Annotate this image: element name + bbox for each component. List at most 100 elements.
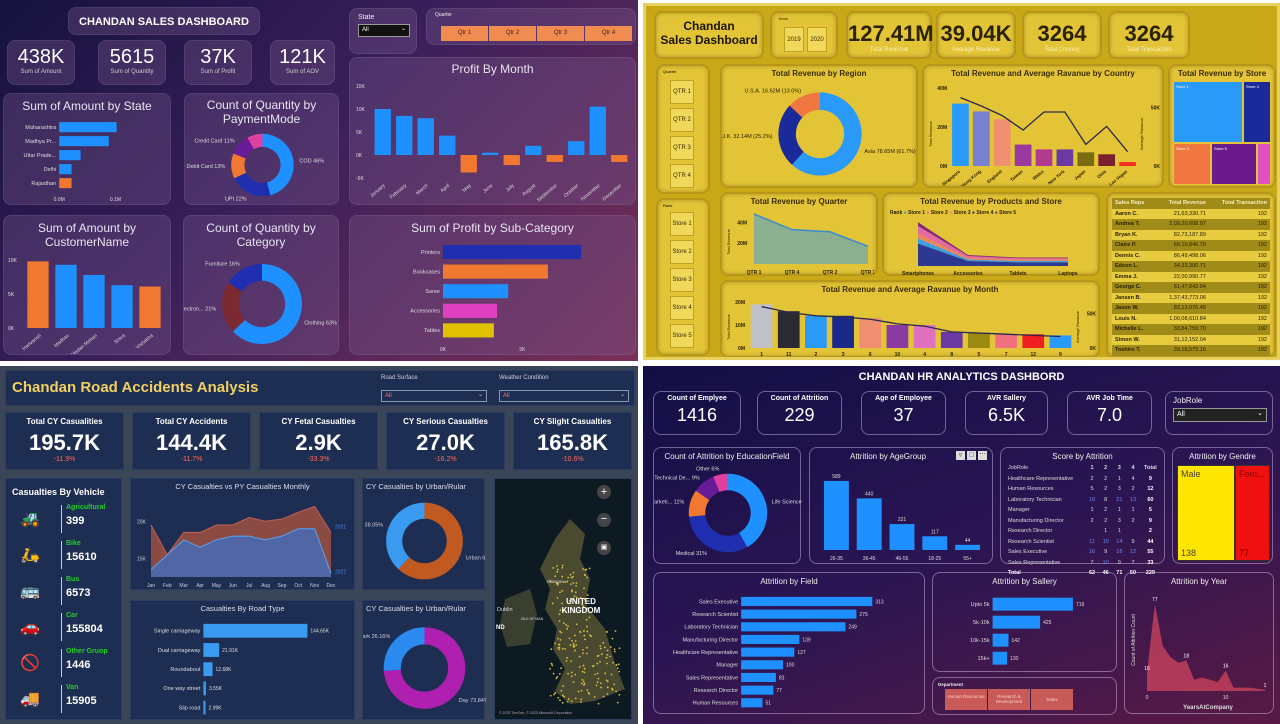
year-2019-button[interactable]: 2019 (784, 27, 804, 52)
table-row[interactable]: George C. 61,47,842.04 192 (1112, 282, 1270, 293)
more-options-icon[interactable]: ⋯ (978, 451, 987, 460)
store3-button[interactable]: Store 3 (670, 268, 694, 292)
table-row[interactable]: Jason W. 83,13,076.45 192 (1112, 303, 1270, 314)
value-label: 142 (1011, 638, 1020, 644)
bar (1015, 145, 1032, 166)
value-label: 589 (832, 474, 841, 480)
table-cell: 192 (1209, 293, 1270, 304)
category-label: 10k-15k (970, 638, 990, 644)
dropdown-value: All (362, 27, 369, 33)
store1-button[interactable]: Store 1 (670, 212, 694, 236)
category-label: Mar (179, 583, 188, 589)
focus-mode-icon[interactable]: □ (967, 451, 976, 460)
map[interactable]: UNITED KINGDOM Glasgow Dublin ISLE OF MA… (494, 478, 632, 720)
filter-icon[interactable]: ▿ (956, 451, 965, 460)
store4-button[interactable]: Store 4 (670, 296, 694, 320)
road-surface-dropdown[interactable]: All ⌄ (381, 390, 487, 402)
table-row[interactable]: Dennis C. 86,49,498.06 192 (1112, 251, 1270, 262)
table-row[interactable]: Emma J. 22,00,990.77 192 (1112, 272, 1270, 283)
category-label: 11 (786, 352, 792, 358)
table-row[interactable]: Aaron C. 21,63,330.71 192 (1112, 209, 1270, 220)
qtr3-button[interactable]: QTR 3 (670, 136, 694, 160)
tick-label: 0K (356, 153, 363, 159)
kpi-label: Total Revenue (848, 47, 930, 53)
qtr4-button[interactable]: Qtr 4 (585, 26, 632, 41)
category-label: November (580, 183, 602, 203)
bar (805, 316, 827, 348)
accident-dot (606, 657, 608, 659)
table-cell: Michelle L. (1112, 324, 1154, 335)
qtr2-button[interactable]: Qtr 2 (489, 26, 536, 41)
accident-dot (553, 673, 555, 675)
zoom-out-button[interactable]: − (597, 513, 611, 527)
accident-dot (559, 630, 561, 632)
state-dropdown[interactable]: All ⌄ (358, 24, 410, 37)
bar (968, 333, 990, 348)
matrix-cell: Healthcare Representative (1005, 474, 1085, 485)
matrix-cell: Research Scientist (1005, 537, 1085, 548)
tick-label: 10K (356, 107, 366, 113)
qtr4-button[interactable]: QTR 4 (670, 164, 694, 188)
qtr2-button[interactable]: QTR 2 (670, 108, 694, 132)
tick-label: 5K (8, 292, 15, 298)
store5-button[interactable]: Store 5 (670, 324, 694, 348)
matrix-cell: 60 (1140, 495, 1161, 506)
qtr1-button[interactable]: QTR 1 (670, 80, 694, 104)
category-label: Rajasthan (31, 181, 56, 187)
accident-dot (615, 691, 617, 693)
table-row[interactable]: Michelle L. 33,84,759.70 192 (1112, 324, 1270, 335)
table-cell: 192 (1209, 324, 1270, 335)
category-label: 12 (1030, 352, 1036, 358)
bar (859, 318, 881, 348)
table-row[interactable]: Toshiro T. 39,18,573.16 192 (1112, 345, 1270, 356)
table-row[interactable]: Andrea T. 2,09,20,608.97 192 (1112, 219, 1270, 230)
accident-dot (573, 643, 575, 645)
accident-dot (575, 644, 577, 646)
department-rnd-button[interactable]: Research & Development (988, 689, 1030, 710)
kpi-value: 5615 (99, 46, 165, 69)
table-header-row: Sales Reps Total Revenue Total Transaction (1112, 198, 1270, 209)
accident-dot (597, 655, 599, 657)
table-row[interactable]: Jansen B. 1,37,43,773.06 192 (1112, 293, 1270, 304)
motorbike-icon: 🛵 (20, 545, 40, 565)
qtr1-button[interactable]: Qtr 1 (441, 26, 488, 41)
weather-dropdown[interactable]: All ⌄ (499, 390, 629, 402)
kpi-label: CY Serious Casualties (387, 417, 504, 426)
jobrole-dropdown[interactable]: All ⌄ (1173, 408, 1267, 422)
accident-dot (562, 648, 564, 650)
table-cell: Dennis C. (1112, 251, 1154, 262)
store2-button[interactable]: Store 2 (670, 240, 694, 264)
bar (751, 304, 773, 348)
value-label: 12.68K (216, 667, 233, 673)
profit-by-month-chart: -5K 0K 5K 10K 15K January February March April Ma… (354, 78, 634, 204)
category-label: Sales Executive (699, 599, 738, 605)
table-row[interactable]: Bryan K. 82,73,187.89 192 (1112, 230, 1270, 241)
road-type-chart: Single carriageway 144.65K Dual carriagewa… (133, 617, 353, 719)
category-label: Jul (246, 583, 252, 589)
year-2020-button[interactable]: 2020 (807, 27, 827, 52)
bar (59, 150, 80, 160)
table-cell: 33,84,759.70 (1154, 324, 1209, 335)
kpi-value: 7.0 (1068, 405, 1151, 426)
kpi-value: 37 (862, 405, 945, 426)
accident-dot (550, 648, 552, 650)
table-row[interactable]: Simon W. 31,12,152.04 192 (1112, 335, 1270, 346)
bar (203, 624, 307, 638)
accident-dot (571, 640, 573, 642)
table-cell: Louis N. (1112, 314, 1154, 325)
qtr3-button[interactable]: Qtr 3 (537, 26, 584, 41)
table-row[interactable]: Louis N. 1,00,08,610.84 192 (1112, 314, 1270, 325)
tile-label: Store 3 (1176, 146, 1189, 151)
zoom-in-button[interactable]: + (597, 485, 611, 499)
value-label: 221 (898, 517, 907, 523)
matrix-cell: 9 (1140, 474, 1161, 485)
select-area-button[interactable]: ▣ (597, 541, 611, 555)
matrix-cell: 18 (1085, 495, 1099, 506)
matrix-cell: 7 (1085, 558, 1099, 569)
category-label: Printers (421, 250, 440, 256)
table-row[interactable]: Edson L. 34,33,300.71 192 (1112, 261, 1270, 272)
table-row[interactable]: Claire P. 69,10,846.70 192 (1112, 240, 1270, 251)
department-sales-button[interactable]: Sales (1031, 689, 1073, 710)
bar (59, 164, 71, 174)
department-hr-button[interactable]: Human Resources (945, 689, 987, 710)
